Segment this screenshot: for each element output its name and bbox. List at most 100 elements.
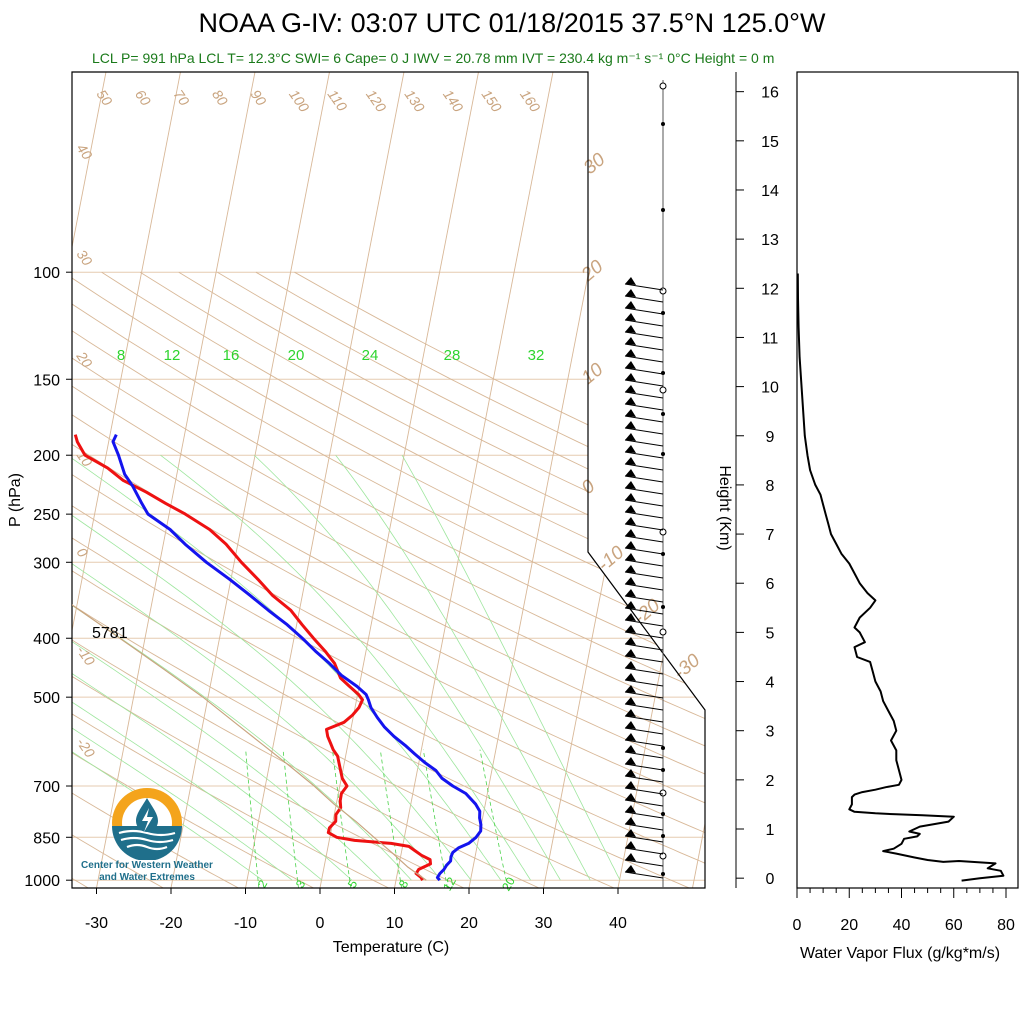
wind-barb [624,607,664,615]
wind-barb-flag [625,709,636,717]
dry-adiabat-line [72,271,705,888]
wind-barb [624,595,664,603]
wind-barb [624,715,664,723]
logo-text-line2: and Water Extremes [99,872,195,883]
wind-barb-flag [625,649,636,657]
isotherm-line [170,72,330,888]
y-tick-label: 300 [33,555,60,572]
wind-calm-marker [659,628,667,636]
wind-level-marker [661,605,665,609]
wind-barb-flag [625,637,636,645]
wind-barb [624,343,664,351]
skew-t-frame [66,71,706,894]
height-tick-label: 0 [766,871,775,888]
sounding-traces [72,272,483,882]
wind-calm-marker [659,789,667,797]
dry-adiabat-line [72,271,702,888]
wind-barb-flag [625,613,636,621]
wind-barb-flag [625,865,636,873]
isotherm-label: 150 [479,87,506,115]
y-axis-label: P (hPa) [7,473,24,527]
wind-level-marker [661,452,665,456]
chart-subtitle: LCL P= 991 hPa LCL T= 12.3°C SWI= 6 Cape… [92,50,775,66]
x-tick-label: -30 [85,915,108,932]
moist-adiabat-line [72,454,293,881]
wind-barb [624,451,664,459]
wind-barb-flag [625,493,636,501]
wind-barb-flag [625,553,636,561]
wind-barb [624,583,664,591]
height-tick-label: 3 [766,724,775,741]
wind-barb [624,427,664,435]
wind-barb-flag [625,601,636,609]
dewpoint-trace [111,433,483,882]
wind-barb-flag [625,697,636,705]
wind-barb-flag [625,445,636,453]
dry-adiabat-label: 10 [578,359,608,389]
flux-x-axis-label: Water Vapor Flux (g/kg*m/s) [800,945,1000,962]
moist-adiabat-label: 12 [164,347,181,364]
moist-adiabat-label: 8 [117,347,125,364]
isotherm-side-label: -20 [74,735,99,761]
wind-barb-flag [625,349,636,357]
dry-adiabat-line [72,271,705,888]
wind-barb-flag [625,517,636,525]
isotherm-line [72,72,107,888]
wind-barb [624,679,664,687]
dry-adiabat-line [72,271,173,888]
flux-tick-label: 0 [793,917,802,934]
isotherm-label: 130 [402,87,429,115]
isotherm-label: 90 [248,87,270,109]
wind-barb [624,787,664,795]
isotherm-side-label: 30 [74,247,96,269]
dry-adiabat-line [72,271,400,888]
wind-barb [624,439,664,447]
isotherm-label: 140 [440,87,467,115]
y-tick-label: 500 [33,690,60,707]
wind-barb [624,331,664,339]
wind-barb-flag [625,397,636,405]
wind-barb [624,463,664,471]
isotherm-line [617,72,705,888]
wind-barb-flag [625,733,636,741]
flux-tick-label: 60 [945,917,963,934]
wind-barb-flag [625,433,636,441]
y-tick-label: 100 [33,265,60,282]
wind-level-marker [661,812,665,816]
water-vapor-flux-chart: Water Vapor Flux (g/kg*m/s) Height (Km) … [716,71,1019,962]
wind-barb [624,727,664,735]
x-axis-label: Temperature (C) [333,939,449,956]
isotherm-label: 100 [286,87,313,115]
x-tick-label: -10 [234,915,257,932]
wind-barb-flag [625,781,636,789]
chart-title: NOAA G-IV: 03:07 UTC 01/18/2015 37.5°N 1… [198,8,826,38]
dry-adiabat-line [72,271,705,888]
moist-adiabat-line [401,455,621,881]
wind-level-marker [661,371,665,375]
skew-t-axes: Temperature (C) P (hPa) 5781 -30 -20 -10 0 1… [7,265,627,956]
plot-frame [71,71,706,889]
isotherm-label: 60 [132,87,154,109]
flux-trace-group [797,273,1005,882]
isotherm-label: 160 [517,87,544,115]
flux-tick-label: 40 [893,917,911,934]
isotherm-label: 120 [363,87,390,115]
wind-barb [624,499,664,507]
moist-adiabat-line [72,454,323,881]
wind-barb [624,523,664,531]
wind-barb [624,571,664,579]
wind-barb-flag [625,325,636,333]
wind-barb [624,655,664,663]
moist-adiabat-label: 20 [288,347,305,364]
wind-level-marker [661,311,665,315]
wind-barb-flag [625,481,636,489]
wind-barb-flag [625,685,636,693]
wind-barb [624,403,664,411]
x-tick-label: 30 [535,915,553,932]
dry-adiabat-label: 0 [578,476,600,499]
wind-barb [624,391,664,399]
height-tick-label: 1 [766,822,775,839]
wind-barb-flag [625,757,636,765]
wind-barb [624,847,664,855]
wind-barb-flag [625,385,636,393]
